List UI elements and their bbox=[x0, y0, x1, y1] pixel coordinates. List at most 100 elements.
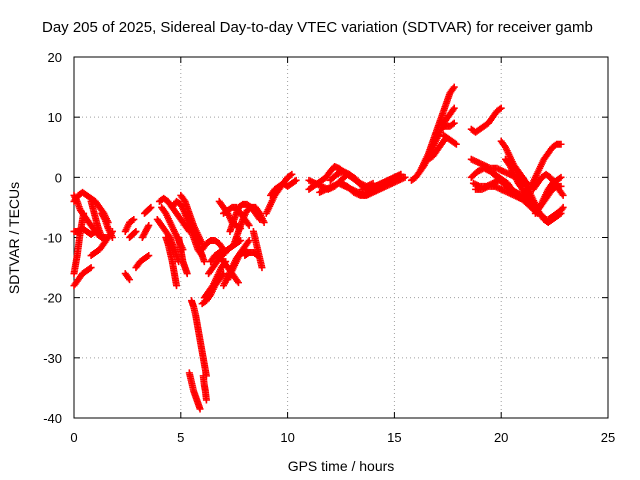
series-trace-4 bbox=[70, 264, 95, 290]
data-point bbox=[288, 170, 296, 178]
data-point bbox=[559, 203, 567, 211]
data-point bbox=[144, 223, 152, 231]
series-trace-40 bbox=[262, 170, 296, 217]
data-point bbox=[128, 216, 136, 224]
y-axis-label: SDTVAR / TECUs bbox=[6, 182, 22, 294]
series-trace-46 bbox=[337, 173, 409, 199]
data-point bbox=[450, 83, 458, 91]
data-point bbox=[145, 221, 153, 229]
data-point bbox=[558, 205, 566, 213]
data-point bbox=[202, 396, 210, 404]
series-trace-60 bbox=[491, 170, 524, 202]
data-point bbox=[515, 193, 523, 201]
series-trace-18 bbox=[162, 234, 181, 290]
series-trace-22 bbox=[183, 209, 208, 266]
data-point bbox=[131, 228, 139, 236]
data-point bbox=[258, 264, 266, 272]
series-trace-6 bbox=[87, 197, 106, 241]
data-point bbox=[292, 176, 300, 184]
data-points bbox=[70, 83, 567, 413]
data-point bbox=[86, 265, 94, 273]
data-point bbox=[397, 170, 405, 178]
data-point bbox=[196, 405, 204, 413]
data-point bbox=[146, 204, 154, 212]
data-point bbox=[126, 276, 134, 284]
data-point bbox=[143, 253, 151, 261]
data-point bbox=[108, 234, 116, 241]
series-trace-23 bbox=[187, 297, 210, 380]
series-trace-24 bbox=[185, 369, 204, 413]
series-trace-65 bbox=[531, 173, 565, 217]
data-point bbox=[559, 191, 567, 199]
data-point bbox=[244, 220, 252, 228]
y-tick-label: 20 bbox=[48, 50, 62, 65]
series-trace-3 bbox=[70, 209, 88, 278]
series-trace-48 bbox=[407, 83, 458, 184]
data-point bbox=[451, 139, 459, 147]
data-point bbox=[557, 173, 565, 181]
data-point bbox=[558, 190, 566, 198]
data-point bbox=[449, 85, 457, 93]
data-point bbox=[147, 203, 155, 211]
data-point bbox=[497, 104, 505, 112]
series-trace-37 bbox=[220, 203, 253, 229]
data-point bbox=[291, 177, 299, 185]
gridlines bbox=[74, 57, 608, 418]
series-trace-64 bbox=[523, 140, 565, 199]
series-trace-20 bbox=[175, 234, 191, 278]
series-trace-36 bbox=[230, 203, 268, 248]
data-point bbox=[87, 264, 95, 272]
x-tick-label: 20 bbox=[494, 430, 508, 445]
series-trace-50 bbox=[425, 134, 450, 163]
series-trace-13 bbox=[138, 221, 153, 241]
data-point bbox=[244, 238, 252, 246]
x-tick-label: 10 bbox=[280, 430, 294, 445]
y-tick-label: -30 bbox=[43, 351, 62, 366]
data-point bbox=[124, 274, 132, 282]
x-tick-label: 25 bbox=[601, 430, 615, 445]
series-trace-34 bbox=[224, 237, 253, 284]
data-point bbox=[450, 119, 458, 127]
data-point bbox=[516, 194, 524, 202]
data-point bbox=[145, 252, 153, 260]
series-trace-52 bbox=[440, 131, 460, 148]
x-tick-label: 5 bbox=[177, 430, 184, 445]
y-tick-label: -40 bbox=[43, 411, 62, 426]
data-point bbox=[80, 209, 88, 217]
series-trace-39 bbox=[249, 227, 266, 272]
series-trace-8 bbox=[98, 209, 116, 241]
series-trace-51 bbox=[437, 119, 458, 130]
data-point bbox=[496, 105, 504, 113]
series-trace-5 bbox=[70, 188, 112, 226]
axis-ticks: 0 5 10 15 20 25 -40 -30 -20 -10 0 10 20 bbox=[43, 50, 615, 445]
x-tick-label: 0 bbox=[70, 430, 77, 445]
data-point bbox=[286, 171, 294, 179]
data-point bbox=[245, 237, 253, 245]
data-point bbox=[452, 140, 460, 148]
y-tick-label: 0 bbox=[55, 170, 62, 185]
data-point bbox=[449, 120, 457, 128]
series-trace-41 bbox=[267, 176, 300, 199]
data-point bbox=[234, 279, 242, 287]
data-point bbox=[183, 270, 191, 278]
y-tick-label: 10 bbox=[48, 110, 62, 125]
series-trace-25 bbox=[199, 372, 210, 404]
data-point bbox=[132, 227, 140, 235]
data-point bbox=[449, 106, 457, 114]
series-trace-9 bbox=[121, 270, 134, 284]
series-trace-12 bbox=[132, 252, 153, 272]
series-trace-14 bbox=[140, 203, 155, 217]
data-point bbox=[98, 234, 106, 241]
data-point bbox=[173, 282, 181, 290]
series-trace-47 bbox=[358, 170, 405, 193]
data-point bbox=[233, 277, 241, 285]
chart-title: Day 205 of 2025, Sidereal Day-to-day VTE… bbox=[42, 19, 593, 36]
data-point bbox=[401, 173, 409, 181]
data-point bbox=[260, 218, 268, 226]
data-point bbox=[556, 174, 564, 182]
data-point bbox=[100, 214, 108, 222]
y-tick-label: -20 bbox=[43, 291, 62, 306]
y-tick-label: -10 bbox=[43, 231, 62, 246]
data-point bbox=[557, 182, 565, 190]
